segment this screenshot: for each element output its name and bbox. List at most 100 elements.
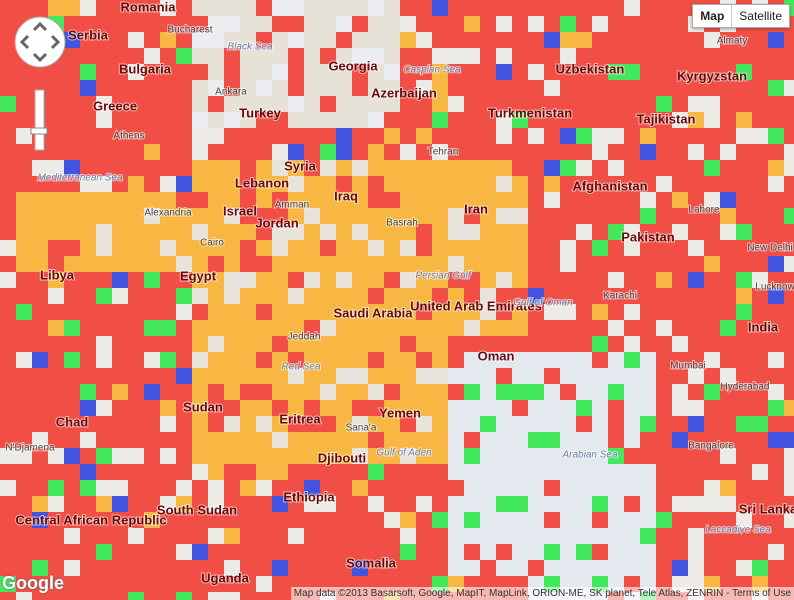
zoom-handle[interactable] bbox=[30, 127, 48, 135]
grid-cell bbox=[0, 400, 16, 416]
grid-cell bbox=[48, 544, 64, 560]
country-label: Uzbekistan bbox=[556, 61, 625, 76]
grid-cell bbox=[144, 272, 160, 288]
grid-cell bbox=[176, 352, 192, 368]
grid-cell bbox=[112, 544, 128, 560]
grid-cell bbox=[416, 560, 432, 576]
grid-cell bbox=[32, 352, 48, 368]
grid-cell bbox=[64, 416, 80, 432]
grid-cell bbox=[160, 192, 176, 208]
grid-cell bbox=[80, 0, 96, 16]
grid-cell bbox=[496, 80, 512, 96]
grid-cell bbox=[256, 320, 272, 336]
grid-cell bbox=[672, 352, 688, 368]
pan-ring[interactable] bbox=[14, 16, 66, 68]
grid-cell bbox=[112, 144, 128, 160]
grid-cell bbox=[128, 240, 144, 256]
country-label: Kyrgyzstan bbox=[677, 68, 747, 83]
grid-cell bbox=[352, 512, 368, 528]
grid-cell bbox=[288, 144, 304, 160]
grid-cell bbox=[272, 464, 288, 480]
country-label: Yemen bbox=[379, 405, 421, 420]
grid-cell bbox=[656, 288, 672, 304]
grid-cell bbox=[384, 272, 400, 288]
grid-cell bbox=[320, 384, 336, 400]
grid-cell bbox=[768, 144, 784, 160]
grid-cell bbox=[656, 160, 672, 176]
grid-cell bbox=[592, 272, 608, 288]
grid-cell bbox=[320, 48, 336, 64]
satellite-button[interactable]: Satellite bbox=[739, 9, 782, 23]
grid-cell bbox=[240, 208, 256, 224]
grid-cell bbox=[128, 144, 144, 160]
grid-cell bbox=[704, 224, 720, 240]
grid-cell bbox=[736, 288, 752, 304]
grid-cell bbox=[464, 560, 480, 576]
grid-cell bbox=[192, 512, 208, 528]
grid-cell bbox=[736, 32, 752, 48]
grid-cell bbox=[592, 480, 608, 496]
grid-cell bbox=[272, 192, 288, 208]
grid-cell bbox=[64, 64, 80, 80]
grid-cell bbox=[736, 352, 752, 368]
grid-cell bbox=[768, 32, 784, 48]
grid-cell bbox=[16, 96, 32, 112]
grid-cell bbox=[112, 480, 128, 496]
country-label: Uganda bbox=[201, 570, 249, 585]
grid-cell bbox=[80, 592, 96, 600]
grid-cell bbox=[240, 528, 256, 544]
grid-cell bbox=[288, 288, 304, 304]
grid-cell bbox=[256, 304, 272, 320]
grid-cell bbox=[80, 384, 96, 400]
grid-cell bbox=[208, 480, 224, 496]
grid-cell bbox=[256, 400, 272, 416]
grid-cell bbox=[656, 512, 672, 528]
grid-cell bbox=[640, 400, 656, 416]
grid-cell bbox=[640, 352, 656, 368]
map-button[interactable]: Map bbox=[693, 5, 733, 27]
grid-cell bbox=[176, 544, 192, 560]
grid-cell bbox=[64, 368, 80, 384]
grid-cell bbox=[688, 544, 704, 560]
grid-cell bbox=[32, 272, 48, 288]
grid-cell bbox=[512, 224, 528, 240]
grid-cell bbox=[656, 384, 672, 400]
grid-cell bbox=[96, 16, 112, 32]
grid-cell bbox=[512, 496, 528, 512]
grid-cell bbox=[528, 464, 544, 480]
grid-cell bbox=[672, 384, 688, 400]
grid-cell bbox=[160, 432, 176, 448]
grid-cell bbox=[752, 544, 768, 560]
grid-cell bbox=[640, 464, 656, 480]
grid-cell bbox=[336, 224, 352, 240]
grid-cell bbox=[64, 16, 80, 32]
grid-cell bbox=[704, 112, 720, 128]
grid-cell bbox=[544, 64, 560, 80]
grid-cell bbox=[464, 32, 480, 48]
grid-cell bbox=[656, 96, 672, 112]
grid-cell bbox=[624, 192, 640, 208]
grid-cell bbox=[480, 48, 496, 64]
grid-cell bbox=[336, 304, 352, 320]
grid-cell bbox=[272, 160, 288, 176]
grid-cell bbox=[576, 400, 592, 416]
grid-cell bbox=[608, 176, 624, 192]
grid-cell bbox=[320, 288, 336, 304]
city-label: Karachi bbox=[603, 291, 637, 302]
grid-cell bbox=[80, 512, 96, 528]
grid-cell bbox=[576, 128, 592, 144]
grid-cell bbox=[528, 416, 544, 432]
grid-cell bbox=[32, 400, 48, 416]
grid-cell bbox=[480, 176, 496, 192]
grid-cell bbox=[768, 480, 784, 496]
grid-cell bbox=[464, 464, 480, 480]
grid-cell bbox=[16, 80, 32, 96]
zoom-slider[interactable] bbox=[34, 89, 45, 151]
grid-cell bbox=[208, 192, 224, 208]
grid-cell bbox=[160, 256, 176, 272]
pan-control[interactable] bbox=[14, 16, 66, 68]
grid-cell bbox=[368, 176, 384, 192]
grid-cell bbox=[736, 560, 752, 576]
grid-cell bbox=[768, 464, 784, 480]
grid-cell bbox=[160, 96, 176, 112]
